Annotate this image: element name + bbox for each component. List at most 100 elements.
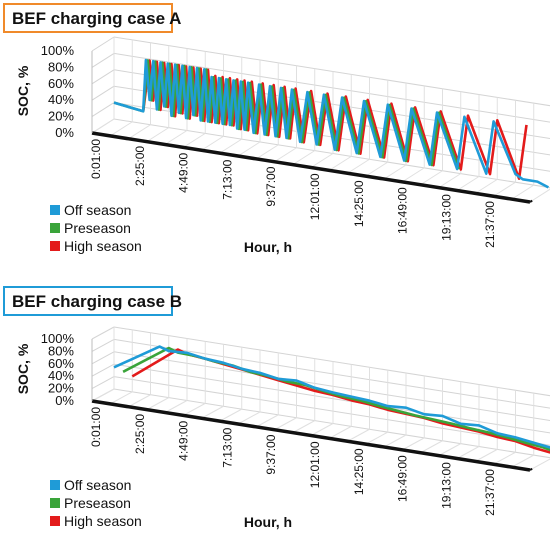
chart-case-a: 100% 80% 60% 40% 20% 0% 0:01:00 2:25:00 4:49:00 7… bbox=[3, 3, 550, 255]
x-tick-label: 14:25:00 bbox=[352, 180, 366, 227]
gridline-floor bbox=[329, 425, 352, 439]
gridline-floor bbox=[164, 400, 188, 413]
x-tick-label: 7:13:00 bbox=[220, 427, 234, 467]
gridline-floor bbox=[347, 428, 370, 442]
x-tick-label: 2:25:00 bbox=[133, 414, 147, 454]
gridline-floor bbox=[146, 127, 170, 143]
x-tick-label: 21:37:00 bbox=[483, 469, 497, 516]
legend-case-b: Off season Preseason High season bbox=[50, 477, 142, 529]
x-tick-label: 7:13:00 bbox=[220, 159, 234, 199]
y-tick-label: 40% bbox=[48, 368, 74, 383]
gridline-floor bbox=[401, 167, 425, 183]
gridline-floor bbox=[274, 417, 297, 431]
gridline-floor bbox=[438, 173, 462, 189]
gridline-floor bbox=[255, 144, 279, 160]
gridline-floor bbox=[182, 132, 206, 148]
x-tick-label: 9:37:00 bbox=[264, 166, 278, 206]
x-axis-label-case-a: Hour, h bbox=[244, 239, 292, 255]
ticks-case-a: 100%80% 60%40% 20%0% 0:01:00 2:25:00 4:49:00 7… bbox=[41, 43, 497, 248]
gridline-floor bbox=[365, 161, 389, 177]
gridline-floor bbox=[128, 394, 151, 408]
x-axis-line bbox=[91, 399, 531, 472]
gridline-floor bbox=[274, 147, 297, 163]
gridline-floor bbox=[201, 135, 224, 151]
x-tick-label: 16:49:00 bbox=[396, 455, 410, 502]
gridline-floor bbox=[256, 414, 279, 428]
gridline-side bbox=[91, 376, 115, 390]
x-axis-line bbox=[91, 131, 531, 204]
x-tick-label: 0:01:00 bbox=[89, 407, 103, 447]
legend-swatch bbox=[50, 516, 60, 526]
gridline-floor bbox=[493, 451, 516, 465]
gridline-floor bbox=[237, 141, 261, 157]
gridline-side bbox=[91, 52, 115, 68]
series-line-off-season bbox=[113, 345, 550, 449]
gridline-floor bbox=[529, 458, 550, 471]
x-tick-label: 14:25:00 bbox=[352, 448, 366, 495]
gridline-floor bbox=[164, 130, 188, 145]
grid-case-b bbox=[91, 326, 550, 471]
gridline-floor bbox=[402, 437, 425, 451]
x-tick-label: 19:13:00 bbox=[439, 194, 453, 241]
x-tick-label: 12:01:00 bbox=[308, 441, 322, 488]
legend-swatch bbox=[50, 480, 60, 490]
gridline-floor bbox=[109, 121, 133, 137]
legend-label: Off season bbox=[64, 202, 131, 218]
gridline-side bbox=[91, 69, 115, 85]
y-tick-label: 80% bbox=[48, 59, 74, 74]
gridline-floor bbox=[219, 408, 242, 422]
legend-label: Preseason bbox=[64, 495, 131, 511]
x-tick-label: 4:49:00 bbox=[177, 420, 191, 460]
gridline-floor bbox=[511, 184, 535, 200]
x-tick-label: 4:49:00 bbox=[177, 152, 191, 192]
y-tick-label: 40% bbox=[48, 92, 74, 107]
gridline-floor bbox=[420, 440, 443, 454]
gridline-floor bbox=[183, 402, 206, 416]
x-tick-label: 2:25:00 bbox=[133, 146, 147, 186]
y-axis-label-case-a: SOC, % bbox=[15, 65, 31, 116]
axes-case-b bbox=[91, 339, 533, 472]
x-tick-label: 21:37:00 bbox=[483, 201, 497, 248]
gridline-floor bbox=[237, 411, 261, 425]
y-tick-label: 20% bbox=[48, 381, 74, 396]
chart-case-b: 100% 80% 60% 40% 20% 0% 0:01:00 2:25:00 4:49:00 7… bbox=[0, 273, 550, 546]
title-box-case-a bbox=[3, 3, 173, 33]
ticks-case-b: 100%80%60%40%20%0% 0:01:00 2:25:00 4:49:00 7… bbox=[41, 331, 497, 516]
legend-label: High season bbox=[64, 238, 142, 254]
gridline-side bbox=[91, 338, 115, 352]
gridline-side bbox=[91, 351, 115, 365]
gridline-floor bbox=[91, 118, 115, 134]
chart-case-b-svg: 100%80%60%40%20%0% 0:01:00 2:25:00 4:49:00 7… bbox=[3, 286, 550, 530]
gridline-floor bbox=[475, 448, 498, 462]
x-tick-label: 19:13:00 bbox=[439, 462, 453, 509]
gridline-floor bbox=[493, 181, 516, 197]
gridline-floor bbox=[219, 138, 243, 154]
x-tick-label: 0:01:00 bbox=[89, 139, 103, 179]
axes-case-a bbox=[91, 51, 533, 204]
gridline-floor bbox=[420, 170, 443, 186]
x-axis-end bbox=[529, 199, 533, 203]
legend-label: Preseason bbox=[64, 220, 131, 236]
gridline-floor bbox=[128, 124, 151, 140]
x-axis-label-case-b: Hour, h bbox=[244, 514, 292, 530]
x-axis-end bbox=[529, 467, 533, 471]
gridline-floor bbox=[146, 397, 169, 411]
series-case-a bbox=[113, 58, 550, 189]
gridline-side bbox=[91, 326, 115, 340]
y-tick-label: 60% bbox=[48, 76, 74, 91]
gridline-floor bbox=[347, 158, 370, 174]
gridline-floor bbox=[310, 153, 334, 168]
gridline-side bbox=[91, 85, 115, 101]
x-tick-label: 12:01:00 bbox=[308, 173, 322, 220]
series-line-off-season bbox=[113, 58, 550, 189]
legend-swatch bbox=[50, 205, 60, 215]
gridline-floor bbox=[365, 431, 388, 445]
gridline-floor bbox=[456, 176, 480, 191]
gridline-floor bbox=[456, 446, 480, 459]
chart-title-case-a: BEF charging case A bbox=[12, 9, 181, 28]
gridline-floor bbox=[383, 164, 407, 180]
legend-swatch bbox=[50, 498, 60, 508]
gridline-floor bbox=[310, 423, 334, 436]
series-case-b bbox=[113, 345, 550, 454]
gridline-floor bbox=[201, 405, 224, 419]
